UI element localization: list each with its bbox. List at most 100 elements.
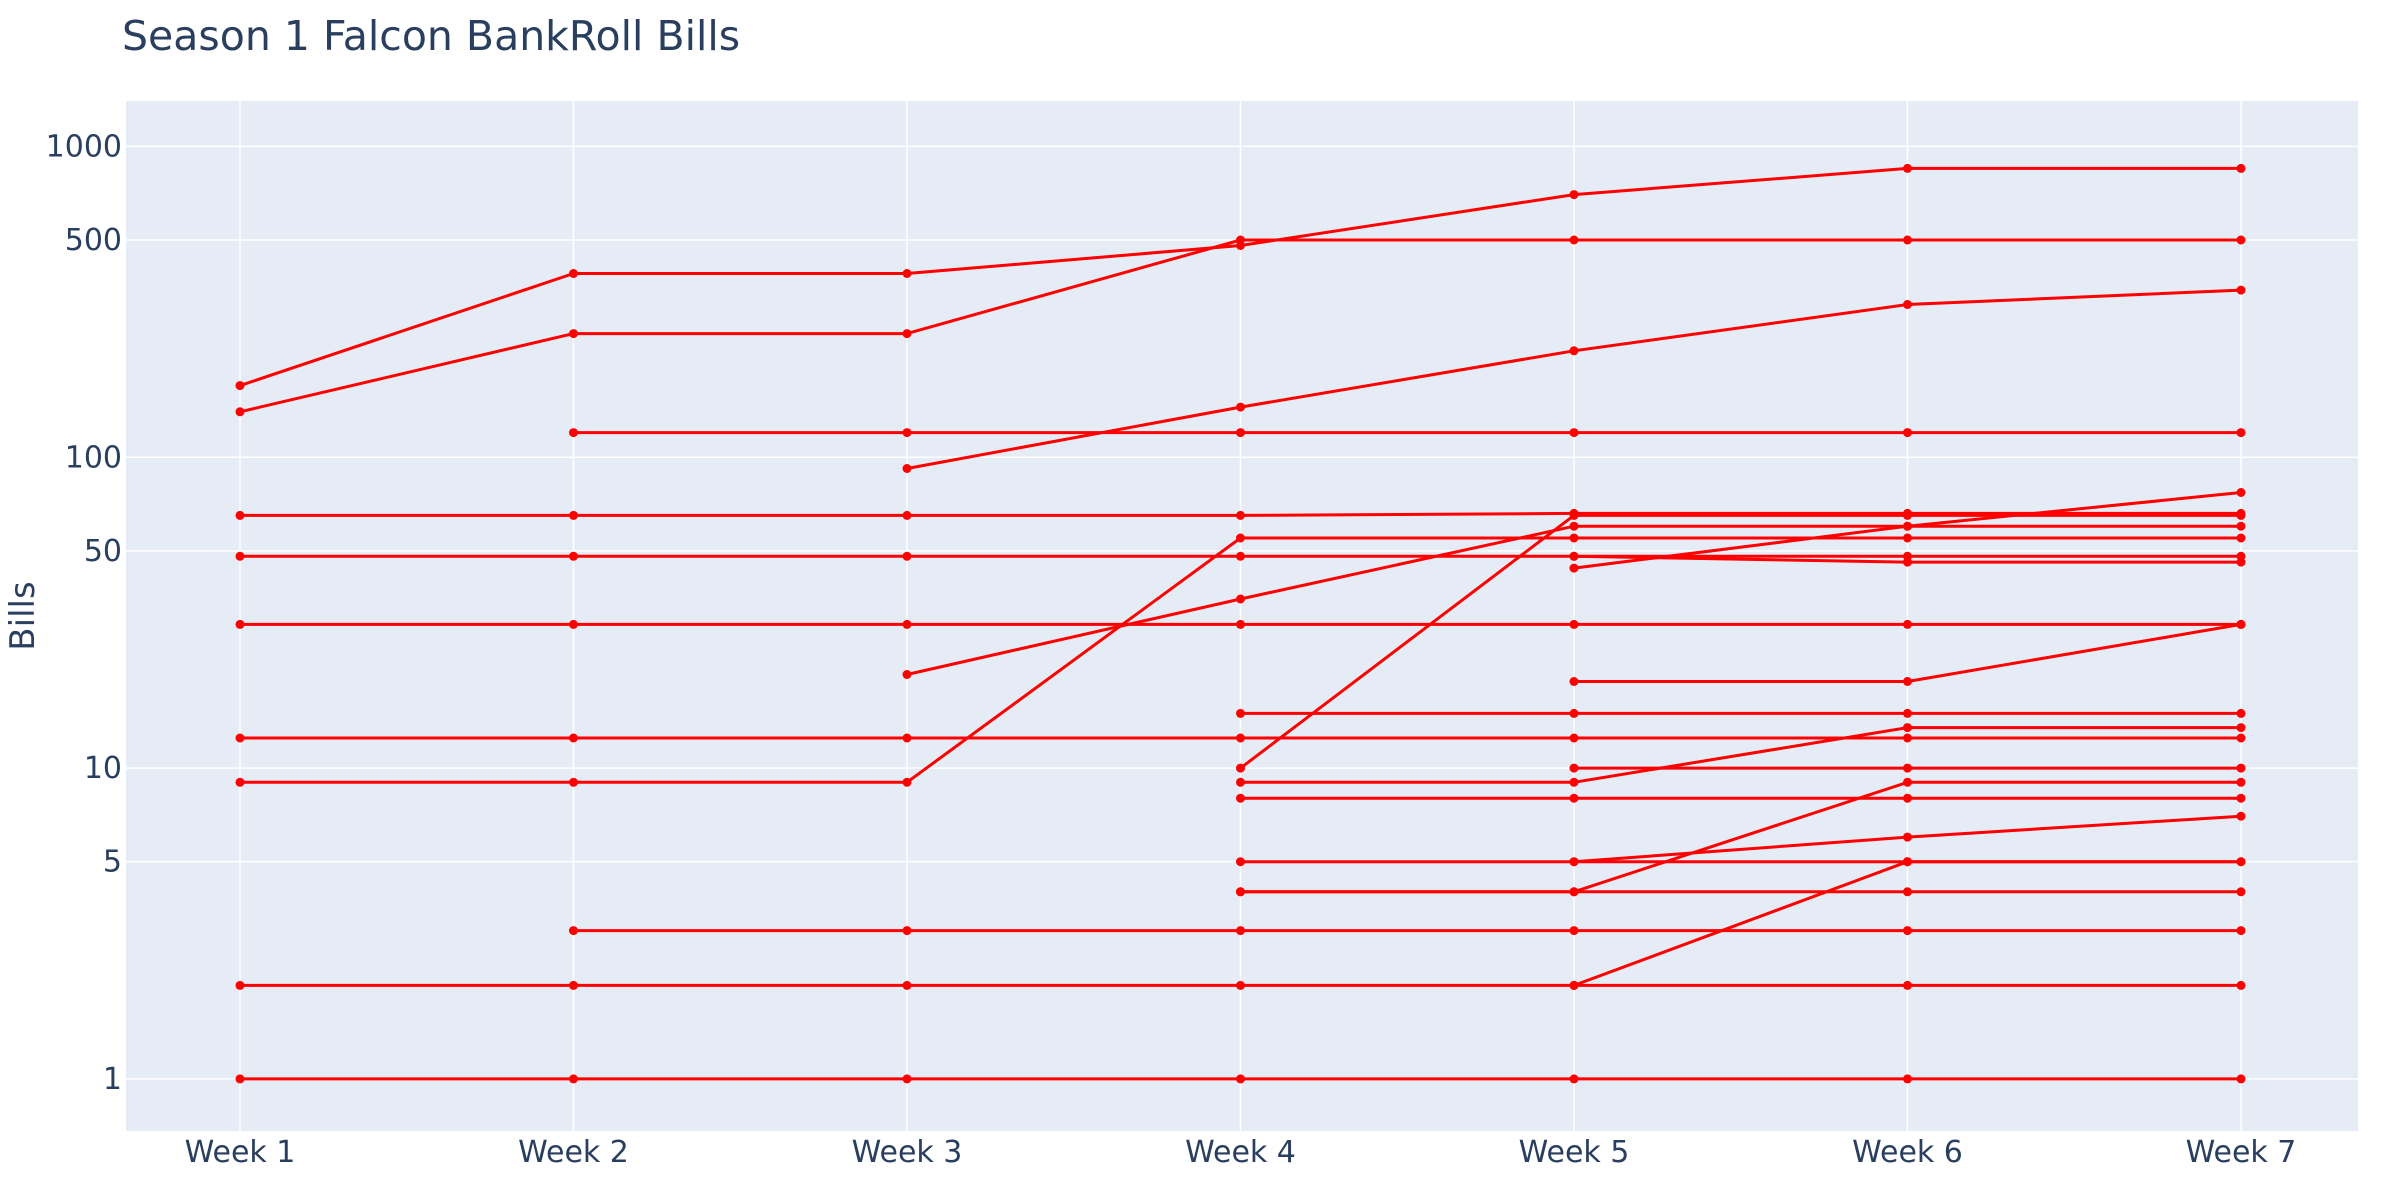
x-tick-label: Week 7 [2186, 1135, 2297, 1170]
data-point [1903, 619, 1912, 629]
data-point [902, 619, 912, 629]
series-layer [235, 163, 2246, 1084]
y-tick-label: 1 [103, 1062, 122, 1097]
series-4 [569, 428, 2246, 438]
x-tick-label: Week 5 [1519, 1135, 1630, 1170]
x-tick-label: Week 4 [1185, 1135, 1296, 1170]
data-point [235, 510, 245, 520]
series-15 [1236, 723, 2246, 787]
data-point [2236, 887, 2246, 897]
data-point [1903, 428, 1912, 438]
data-point [1569, 980, 1579, 990]
data-point [1569, 926, 1579, 936]
data-point [2236, 1074, 2246, 1084]
series-18 [1569, 763, 2246, 773]
data-point [1236, 926, 1245, 936]
series-14 [1236, 708, 2246, 718]
data-point [2236, 557, 2246, 567]
data-point [1903, 510, 1912, 520]
data-point [902, 670, 912, 679]
data-point [1236, 980, 1245, 990]
data-point [569, 619, 578, 629]
series-line [1240, 780, 2241, 894]
y-tick-label: 500 [65, 223, 122, 258]
data-point [1569, 857, 1579, 867]
data-point [235, 777, 245, 787]
data-point [1903, 857, 1912, 867]
chart-title: Season 1 Falcon BankRoll Bills [122, 12, 740, 60]
data-point [2236, 777, 2246, 787]
data-point [2236, 510, 2246, 520]
data-point [1569, 346, 1579, 356]
data-point [235, 381, 245, 391]
data-point [1236, 777, 1245, 787]
data-point [235, 407, 245, 417]
data-point [1903, 677, 1912, 686]
data-point [1903, 926, 1912, 936]
data-point [902, 269, 912, 278]
data-point [569, 1074, 578, 1084]
y-tick-label: 1000 [46, 129, 122, 164]
data-point [1236, 1074, 1245, 1084]
data-point [2236, 488, 2246, 497]
data-point [902, 551, 912, 561]
data-point [1236, 510, 1245, 520]
x-tick-label: Week 2 [518, 1135, 629, 1170]
series-2 [235, 235, 2246, 417]
data-point [902, 777, 912, 787]
series-line [1240, 814, 2242, 864]
data-point [902, 1074, 912, 1084]
data-point [1569, 777, 1579, 787]
data-point [1236, 428, 1245, 438]
data-point [1236, 533, 1245, 543]
data-point [1236, 708, 1245, 718]
data-point [902, 464, 912, 473]
series-13 [1569, 488, 2246, 573]
x-tick-label: Week 1 [185, 1135, 296, 1170]
data-point [2236, 793, 2246, 803]
data-point [569, 777, 578, 787]
series-9 [235, 733, 2246, 743]
data-point [1903, 733, 1912, 743]
series-26 [235, 1074, 2246, 1084]
data-point [1903, 521, 1912, 531]
data-point [902, 510, 912, 520]
data-point [235, 733, 245, 743]
data-point [902, 329, 912, 339]
data-point [1903, 793, 1912, 803]
data-point [1903, 300, 1912, 309]
data-point [2236, 521, 2246, 531]
data-point [1236, 733, 1245, 743]
data-point [1903, 1074, 1912, 1084]
x-tick-labels: Week 1 Week 2 Week 3 Week 4 Week 5 Week 6 Week… [185, 1135, 2297, 1170]
x-tick-label: Week 3 [852, 1135, 963, 1170]
data-point [2236, 235, 2246, 245]
data-point [2236, 723, 2246, 733]
data-point [1236, 551, 1245, 561]
data-point [569, 329, 578, 339]
data-point [1569, 677, 1579, 686]
series-12 [1236, 510, 2246, 773]
series-21 [1236, 777, 2246, 897]
data-point [1903, 980, 1912, 990]
data-point [1569, 190, 1579, 200]
data-point [1569, 563, 1579, 573]
x-tick-label: Week 6 [1852, 1135, 1963, 1170]
series-23 [569, 926, 2246, 936]
data-point [1236, 402, 1245, 412]
data-point [1569, 521, 1579, 531]
y-tick-label: 10 [84, 751, 122, 786]
data-point [2236, 708, 2246, 718]
data-point [1903, 763, 1912, 773]
data-point [1236, 763, 1245, 773]
data-point [235, 551, 245, 561]
data-point [1236, 619, 1245, 629]
data-point [569, 733, 578, 743]
y-tick-label: 50 [84, 534, 122, 569]
data-point [1569, 619, 1579, 629]
series-10 [235, 533, 2246, 787]
data-point [1903, 708, 1912, 718]
data-point [1236, 235, 1245, 245]
data-point [1569, 533, 1579, 543]
